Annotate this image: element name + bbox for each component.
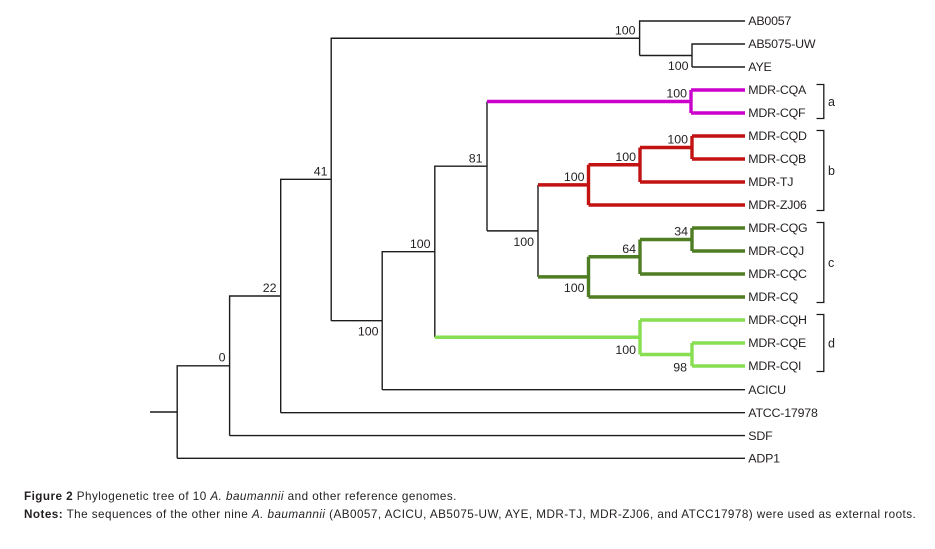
- svg-text:100: 100: [668, 59, 689, 73]
- svg-text:ADP1: ADP1: [748, 452, 780, 466]
- svg-text:ACICU: ACICU: [748, 383, 786, 397]
- svg-text:MDR-CQG: MDR-CQG: [748, 221, 807, 235]
- svg-text:100: 100: [513, 235, 534, 249]
- svg-text:81: 81: [469, 152, 483, 166]
- svg-text:34: 34: [674, 225, 688, 239]
- svg-text:d: d: [828, 337, 835, 351]
- svg-text:SDF: SDF: [748, 429, 773, 443]
- svg-text:22: 22: [263, 281, 277, 295]
- svg-text:ATCC-17978: ATCC-17978: [748, 406, 818, 420]
- svg-text:MDR-CQ: MDR-CQ: [748, 290, 798, 304]
- svg-text:64: 64: [622, 242, 636, 256]
- svg-text:MDR-ZJ06: MDR-ZJ06: [748, 198, 807, 212]
- svg-text:MDR-CQC: MDR-CQC: [748, 267, 807, 281]
- svg-text:MDR-CQI: MDR-CQI: [748, 359, 801, 373]
- svg-text:MDR-CQF: MDR-CQF: [748, 106, 806, 120]
- svg-text:100: 100: [410, 237, 431, 251]
- svg-text:MDR-CQA: MDR-CQA: [748, 83, 807, 97]
- svg-text:0: 0: [219, 351, 226, 365]
- svg-text:MDR-CQE: MDR-CQE: [748, 336, 806, 350]
- svg-text:MDR-CQH: MDR-CQH: [748, 313, 806, 327]
- svg-text:41: 41: [314, 165, 328, 179]
- svg-text:98: 98: [673, 361, 687, 375]
- svg-text:100: 100: [615, 150, 636, 164]
- svg-text:100: 100: [667, 133, 688, 147]
- svg-text:100: 100: [358, 325, 379, 339]
- svg-text:AB5075-UW: AB5075-UW: [748, 37, 816, 51]
- svg-text:MDR-CQD: MDR-CQD: [748, 129, 807, 143]
- svg-text:b: b: [828, 164, 835, 178]
- svg-text:a: a: [828, 95, 835, 109]
- svg-text:AYE: AYE: [748, 60, 771, 74]
- svg-text:AB0057: AB0057: [748, 14, 791, 28]
- svg-text:MDR-CQJ: MDR-CQJ: [748, 244, 804, 258]
- svg-text:MDR-CQB: MDR-CQB: [748, 152, 806, 166]
- svg-text:c: c: [828, 256, 834, 270]
- svg-text:100: 100: [564, 281, 585, 295]
- svg-text:100: 100: [564, 170, 585, 184]
- svg-text:MDR-TJ: MDR-TJ: [748, 175, 793, 189]
- svg-text:100: 100: [666, 87, 687, 101]
- svg-text:100: 100: [615, 343, 636, 357]
- svg-text:100: 100: [615, 23, 636, 37]
